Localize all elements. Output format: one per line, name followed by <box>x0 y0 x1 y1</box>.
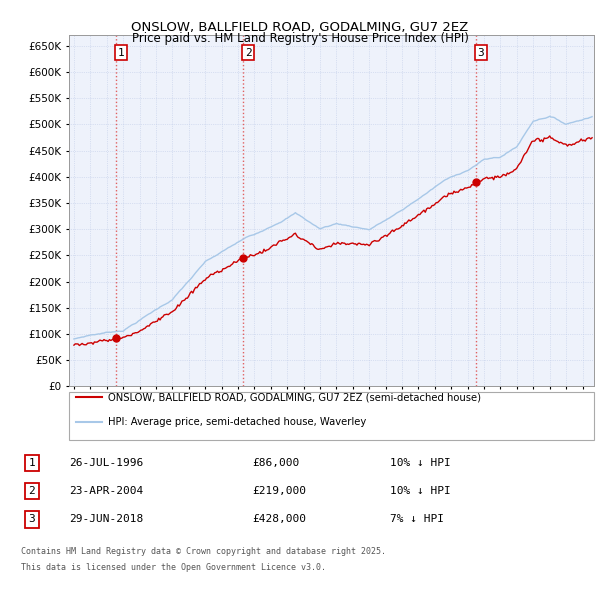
Text: 1: 1 <box>118 48 124 58</box>
Text: 3: 3 <box>478 48 484 58</box>
Text: Contains HM Land Registry data © Crown copyright and database right 2025.: Contains HM Land Registry data © Crown c… <box>21 547 386 556</box>
Text: ONSLOW, BALLFIELD ROAD, GODALMING, GU7 2EZ (semi-detached house): ONSLOW, BALLFIELD ROAD, GODALMING, GU7 2… <box>108 392 481 402</box>
Text: 7% ↓ HPI: 7% ↓ HPI <box>390 514 444 524</box>
Text: 10% ↓ HPI: 10% ↓ HPI <box>390 486 451 496</box>
Text: Price paid vs. HM Land Registry's House Price Index (HPI): Price paid vs. HM Land Registry's House … <box>131 32 469 45</box>
Text: £428,000: £428,000 <box>252 514 306 524</box>
Text: 2: 2 <box>245 48 251 58</box>
Text: £219,000: £219,000 <box>252 486 306 496</box>
Text: HPI: Average price, semi-detached house, Waverley: HPI: Average price, semi-detached house,… <box>108 417 366 427</box>
Text: ONSLOW, BALLFIELD ROAD, GODALMING, GU7 2EZ: ONSLOW, BALLFIELD ROAD, GODALMING, GU7 2… <box>131 21 469 34</box>
Text: 29-JUN-2018: 29-JUN-2018 <box>69 514 143 524</box>
Text: £86,000: £86,000 <box>252 458 299 468</box>
Text: 1: 1 <box>28 458 35 468</box>
Text: 10% ↓ HPI: 10% ↓ HPI <box>390 458 451 468</box>
Text: This data is licensed under the Open Government Licence v3.0.: This data is licensed under the Open Gov… <box>21 563 326 572</box>
Text: 3: 3 <box>28 514 35 524</box>
Text: 23-APR-2004: 23-APR-2004 <box>69 486 143 496</box>
Text: 26-JUL-1996: 26-JUL-1996 <box>69 458 143 468</box>
Text: 2: 2 <box>28 486 35 496</box>
